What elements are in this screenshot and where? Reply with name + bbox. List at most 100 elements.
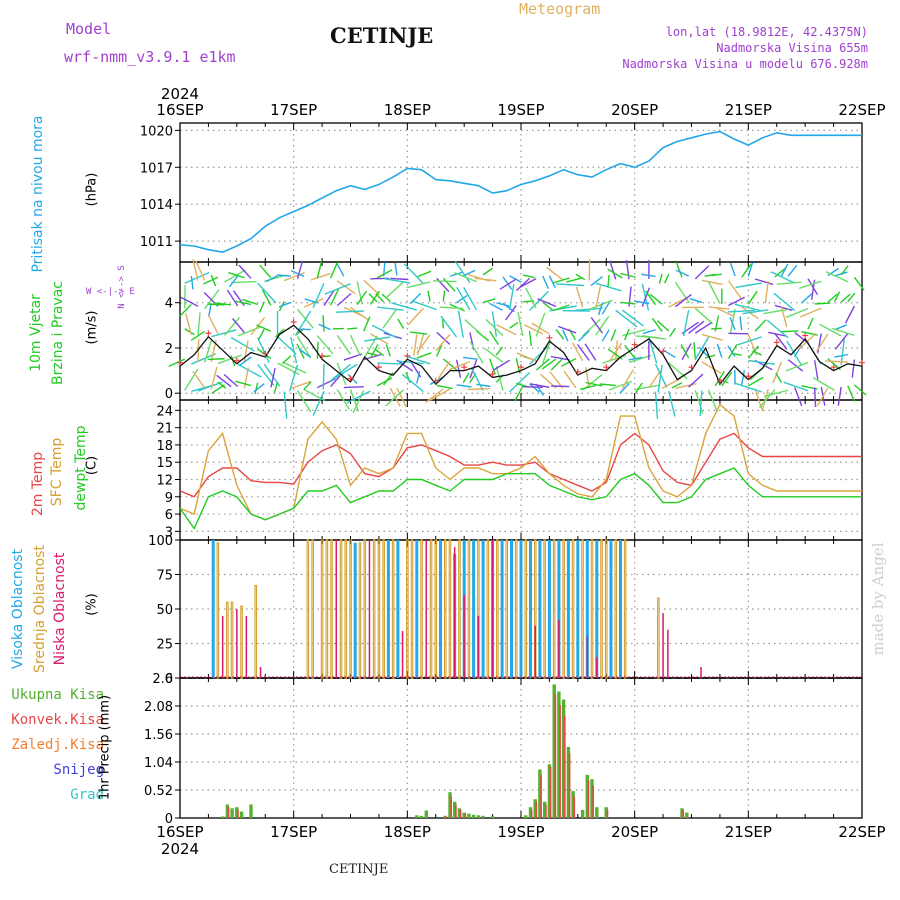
wind-arrow (270, 367, 276, 388)
wind-arrow (456, 294, 468, 304)
wind-arrow (207, 358, 225, 361)
wind-arrow (377, 362, 404, 365)
wind-arrow (747, 345, 759, 359)
wind-arrow (261, 289, 272, 306)
wind-arrow (333, 363, 358, 380)
wind-arrow (531, 322, 550, 335)
wind-arrow (541, 358, 557, 370)
wind-arrow (442, 290, 446, 302)
wind-arrow (456, 286, 471, 311)
wind-arrow (566, 277, 583, 283)
wind-arrow (588, 299, 613, 311)
wind-arrow (546, 266, 564, 281)
wind-arrow (676, 269, 689, 277)
mid-cloud-bar (496, 539, 499, 679)
total-precip-bar (604, 807, 608, 818)
wind-arrow (674, 293, 692, 308)
wind-arrow (576, 343, 590, 361)
wind-arrow (207, 303, 225, 306)
wind-arrow (786, 340, 802, 366)
wind-arrow (385, 344, 391, 357)
y-tick-label: 4 (165, 297, 173, 312)
wind-arrow (235, 380, 252, 387)
conv-precip-bar (530, 809, 533, 818)
wind-arrow (609, 260, 617, 280)
wind-arrow (427, 290, 431, 302)
wind-arrow (322, 315, 325, 332)
wind-arrow (336, 292, 352, 307)
wind-arrow (210, 274, 217, 287)
wind-arrow (694, 265, 710, 280)
wind-arrow (701, 279, 723, 286)
wind-arrow (837, 386, 842, 406)
mid-cloud-bar (429, 539, 433, 679)
wind-arrow (711, 273, 722, 277)
wind-arrow (405, 355, 431, 365)
mid-cloud-bar (434, 539, 438, 679)
wind-arrow (747, 290, 758, 305)
total-precip-bar (471, 814, 476, 818)
wind-arrow (781, 330, 799, 333)
mid-cloud-bar (406, 539, 409, 679)
conv-precip-bar (450, 796, 452, 818)
mid-cloud-bar (325, 539, 329, 679)
wind-arrow (180, 296, 199, 307)
pressure-line (179, 130, 862, 254)
wind-arrow (694, 389, 704, 414)
y-tick-label: 0 (165, 387, 173, 402)
wind-arrow (671, 382, 683, 389)
wind-arrow (253, 383, 265, 393)
wind-arrow (495, 346, 504, 356)
total-precip-bar (528, 807, 533, 818)
wind-arrow (406, 281, 431, 289)
mid-cloud-bar (344, 539, 348, 679)
wind-arrow (517, 311, 524, 337)
wind-arrow (290, 269, 305, 277)
x-tick-label-bottom: 17SEP (270, 823, 317, 841)
wind-arrow (735, 282, 762, 289)
wind-arrow (734, 303, 762, 312)
wind-arrow (529, 345, 550, 365)
wind-arrow (607, 268, 623, 279)
wind-arrow (230, 336, 255, 352)
high-cloud-bar (500, 540, 504, 678)
low-cloud-bar (534, 625, 536, 678)
mid-cloud-bar (410, 539, 414, 679)
mid-cloud-bar (614, 539, 618, 679)
total-precip-bar (533, 799, 537, 818)
wind-arrow (575, 286, 584, 308)
wind-arrow (770, 271, 796, 284)
high-cloud-bar (211, 540, 215, 678)
wind-arrow (203, 276, 219, 285)
wind-arrow (575, 273, 586, 281)
wind-arrow (369, 290, 380, 305)
wind-arrow (542, 275, 550, 289)
wind-arrow (772, 361, 783, 384)
low-cloud-bar (662, 613, 664, 678)
wind-arrow (813, 387, 817, 408)
wind-arrow (343, 386, 364, 389)
wind-arrow (310, 272, 331, 281)
wind-arrow (819, 323, 842, 337)
total-precip-bar (220, 816, 225, 818)
wind-arrow (509, 371, 531, 393)
total-precip-bar (571, 791, 575, 818)
wind-arrow (195, 260, 206, 281)
wind-arrow (347, 327, 358, 330)
wind-arrow (350, 306, 369, 321)
wind-arrow (674, 281, 690, 304)
wind-arrow (482, 267, 494, 276)
wind-arrow (382, 308, 398, 329)
wind-arrow (489, 358, 496, 375)
y-tick-label: 1.56 (144, 728, 173, 743)
low-cloud-bar (586, 636, 589, 678)
wind-arrow (192, 370, 206, 389)
wind-arrow (721, 371, 733, 387)
mid-cloud-bar (448, 539, 452, 679)
x-tick-label-top: 22SEP (838, 101, 885, 119)
wind-arrow (628, 356, 643, 361)
wind-arrow (296, 260, 304, 279)
wind-arrow (398, 360, 424, 365)
mid-cloud-bar (230, 601, 234, 679)
